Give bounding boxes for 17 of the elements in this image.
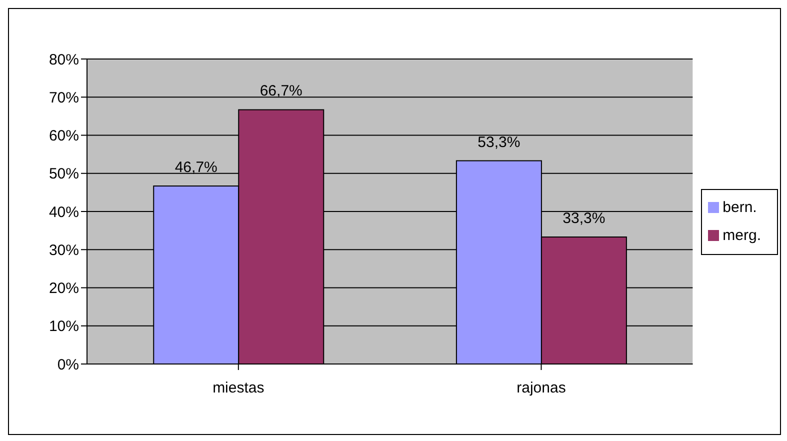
y-tick-label: 60% bbox=[48, 128, 79, 145]
legend-label: bern. bbox=[722, 198, 757, 216]
y-tick-label: 30% bbox=[48, 242, 79, 259]
y-tick-label: 80% bbox=[48, 51, 79, 68]
y-tick-label: 20% bbox=[48, 280, 79, 298]
data-label: 66,7% bbox=[260, 82, 302, 100]
y-tick-label: 70% bbox=[48, 89, 79, 106]
legend-label: merg. bbox=[722, 226, 761, 244]
data-label: 46,7% bbox=[174, 158, 218, 176]
y-tick-label: 0% bbox=[57, 356, 79, 374]
data-label: 53,3% bbox=[478, 134, 520, 151]
y-tick-label: 40% bbox=[48, 204, 79, 221]
data-label: 33,3% bbox=[562, 210, 606, 228]
x-tick-label: rajonas bbox=[516, 380, 566, 397]
x-tick-label: miestas bbox=[212, 380, 264, 397]
y-tick-label: 50% bbox=[48, 166, 79, 183]
y-tick-label: 10% bbox=[48, 318, 79, 336]
